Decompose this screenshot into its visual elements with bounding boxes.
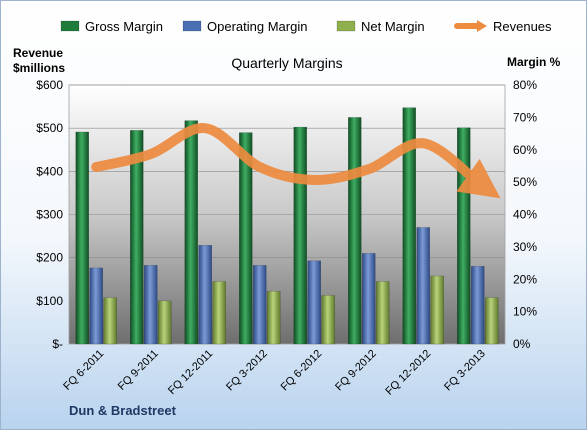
x-tick-label: FQ 6-2012 bbox=[279, 348, 325, 394]
y-left-tick-label: $400 bbox=[36, 164, 63, 178]
chart-title: Quarterly Margins bbox=[231, 55, 342, 71]
net-margin-bar bbox=[376, 281, 390, 345]
x-tick-label: FQ 6-2011 bbox=[61, 348, 106, 393]
net-margin-bar bbox=[103, 297, 117, 345]
gross-margin-bar bbox=[348, 117, 362, 345]
gross-margin-bar bbox=[184, 120, 198, 345]
x-axis-ticks: FQ 6-2011 FQ 9-2011 FQ 12-2011 FQ 3-2012 FQ … bbox=[61, 348, 488, 398]
operating-margin-bar bbox=[144, 265, 158, 345]
gross-margin-bar bbox=[239, 132, 253, 345]
source-label: Dun & Bradstreet bbox=[69, 403, 177, 418]
y-right-tick-label: 0% bbox=[513, 337, 531, 351]
operating-margin-bar bbox=[198, 245, 212, 345]
revenue-line bbox=[91, 123, 501, 199]
net-margin-bar bbox=[485, 297, 499, 345]
x-tick-label: FQ 9-2012 bbox=[333, 348, 379, 394]
legend-label: Net Margin bbox=[361, 19, 425, 34]
net-margin-bar bbox=[430, 275, 444, 345]
legend-swatch bbox=[182, 20, 202, 32]
gross-margin-bar bbox=[402, 107, 416, 345]
gross-margin-bar bbox=[293, 126, 307, 345]
operating-margin-bar bbox=[253, 265, 267, 345]
x-tick-label: FQ 12-2012 bbox=[383, 348, 433, 398]
legend: Gross Margin Operating Margin Net Margin Re… bbox=[60, 19, 552, 34]
y-right-tick-label: 20% bbox=[513, 272, 537, 286]
x-tick-label: FQ 3-2013 bbox=[442, 348, 488, 394]
x-tick-label: FQ 9-2011 bbox=[116, 348, 161, 393]
x-tick-label: FQ 3-2012 bbox=[224, 348, 270, 394]
y-right-tick-label: 60% bbox=[513, 143, 537, 157]
operating-margin-bar bbox=[471, 266, 485, 345]
y-left-tick-label: $600 bbox=[36, 78, 63, 92]
bars bbox=[75, 107, 499, 345]
y-right-title: Margin % bbox=[507, 55, 561, 69]
y-left-tick-label: $500 bbox=[36, 121, 63, 135]
gross-margin-bar bbox=[130, 130, 144, 345]
legend-label: Revenues bbox=[493, 19, 552, 34]
y-right-tick-label: 80% bbox=[513, 78, 537, 92]
operating-margin-bar bbox=[307, 260, 321, 345]
revenue-line-group bbox=[91, 123, 501, 199]
y-left-tick-label: $- bbox=[52, 337, 63, 351]
legend-arrow-icon bbox=[477, 20, 487, 32]
operating-margin-bar bbox=[362, 253, 376, 345]
y-left-tick-label: $200 bbox=[36, 251, 63, 265]
operating-margin-bar bbox=[89, 267, 103, 345]
y-left-tick-label: $100 bbox=[36, 294, 63, 308]
y-left-title-line1: Revenue bbox=[13, 46, 63, 60]
legend-swatch bbox=[336, 20, 356, 32]
y-left-tick-label: $300 bbox=[36, 208, 63, 222]
y-right-tick-label: 40% bbox=[513, 208, 537, 222]
legend-label: Gross Margin bbox=[85, 19, 163, 34]
right-axis-ticks: 0% 10% 20% 30% 40% 50% 60% 70% 80% bbox=[513, 78, 537, 351]
gross-margin-bar bbox=[75, 131, 89, 345]
operating-margin-bar bbox=[416, 227, 430, 345]
net-margin-bar bbox=[212, 281, 226, 345]
y-right-tick-label: 30% bbox=[513, 240, 537, 254]
legend-swatch bbox=[60, 20, 80, 32]
legend-label: Operating Margin bbox=[207, 19, 307, 34]
y-left-title-line2: $millions bbox=[13, 61, 65, 75]
net-margin-bar bbox=[321, 295, 335, 345]
x-tick-label: FQ 12-2011 bbox=[166, 348, 215, 397]
net-margin-bar bbox=[158, 300, 172, 345]
y-right-tick-label: 70% bbox=[513, 110, 537, 124]
left-axis-ticks: $- $100 $200 $300 $400 $500 $600 bbox=[36, 78, 63, 351]
net-margin-bar bbox=[267, 290, 281, 345]
y-right-tick-label: 10% bbox=[513, 305, 537, 319]
y-right-tick-label: 50% bbox=[513, 175, 537, 189]
